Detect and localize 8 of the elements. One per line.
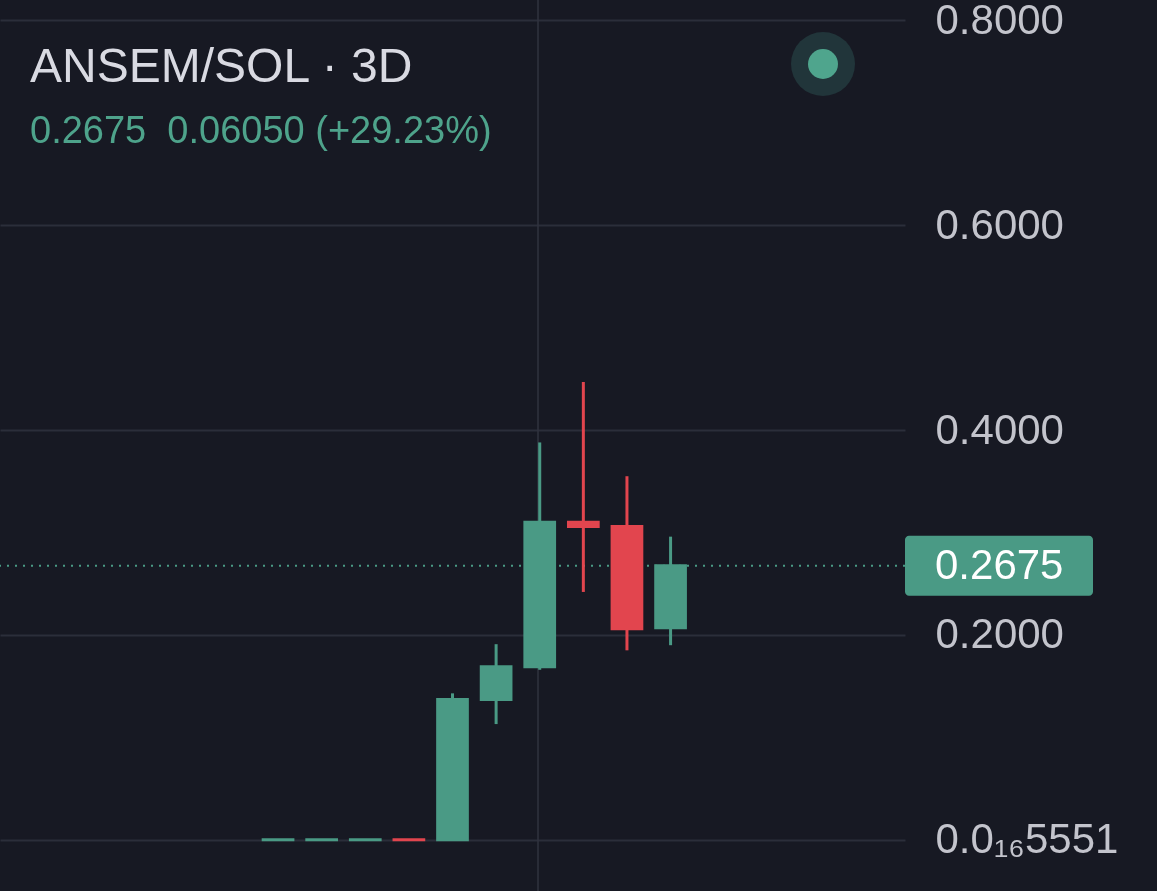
text: 0.2675 0.06050 (+29.23%) [30, 108, 492, 153]
text: ANSEM/SOL · 3D [30, 38, 414, 94]
y-tick-label: 0.4000 [935, 405, 1064, 453]
y-tick-label: 0.0₁₆5551 [935, 815, 1119, 863]
y-tick-label: 0.6000 [935, 200, 1064, 248]
ref-line-label: 0.2675 [935, 540, 1064, 588]
y-tick-label: 0.8000 [935, 0, 1064, 43]
y-tick-label: 0.2000 [935, 610, 1064, 658]
